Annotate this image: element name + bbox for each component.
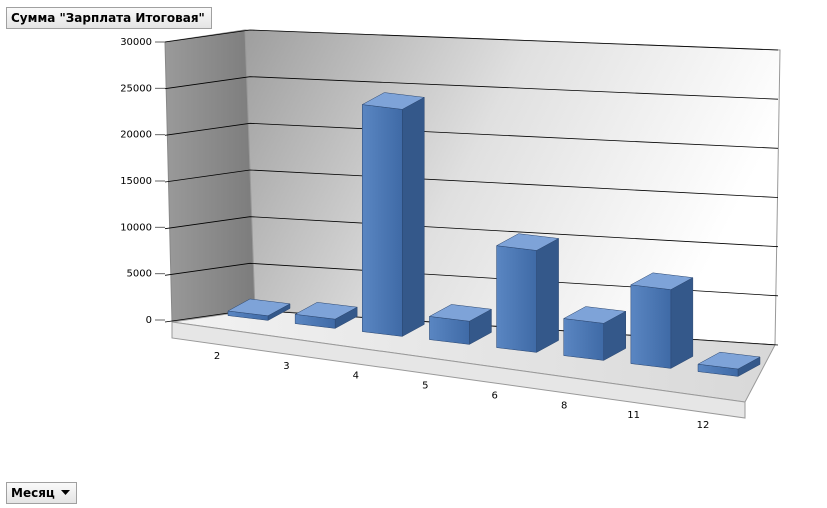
bar-front bbox=[563, 318, 604, 361]
grid-line bbox=[164, 76, 779, 100]
bar-top bbox=[495, 233, 560, 251]
x-tick-label: 5 bbox=[422, 381, 428, 392]
value-field-label: Сумма "Зарплата Итоговая" bbox=[11, 11, 205, 25]
y-tick-label: 20000 bbox=[120, 130, 152, 141]
bar-front bbox=[362, 104, 403, 337]
x-tick-label: 3 bbox=[283, 361, 289, 372]
bar-top bbox=[562, 306, 627, 324]
x-tick-label: 2 bbox=[214, 351, 220, 362]
dropdown-arrow bbox=[60, 490, 70, 495]
y-tick-label: 0 bbox=[146, 315, 152, 326]
grid-line bbox=[164, 122, 779, 149]
grid-line bbox=[164, 169, 779, 198]
bar-side bbox=[536, 238, 559, 353]
bar-top bbox=[428, 304, 493, 322]
bar-side bbox=[402, 96, 425, 337]
x-tick-label: 4 bbox=[353, 371, 359, 382]
y-tick-label: 5000 bbox=[127, 269, 152, 280]
bar-front bbox=[630, 284, 672, 369]
grid-line bbox=[164, 216, 779, 248]
value-field-button[interactable]: Сумма "Зарплата Итоговая" bbox=[6, 7, 212, 29]
y-tick-label: 15000 bbox=[120, 176, 152, 187]
bar-top bbox=[361, 92, 426, 110]
bar-top bbox=[697, 351, 761, 370]
bar-side bbox=[670, 277, 694, 369]
y-tick-label: 30000 bbox=[120, 37, 152, 48]
grid-line bbox=[164, 262, 779, 297]
axis-field-label: Месяц bbox=[11, 486, 55, 500]
y-tick-label: 25000 bbox=[120, 83, 152, 94]
bar-top bbox=[294, 302, 358, 320]
x-tick-label: 8 bbox=[561, 400, 567, 411]
x-tick-label: 12 bbox=[697, 420, 710, 431]
x-tick-label: 6 bbox=[492, 390, 498, 401]
grid-line bbox=[164, 29, 779, 51]
bar-top bbox=[227, 298, 291, 317]
axis-field-button[interactable]: Месяц bbox=[6, 482, 77, 504]
bar-front bbox=[496, 245, 537, 353]
bar-top bbox=[630, 272, 694, 290]
x-tick-label: 11 bbox=[627, 410, 640, 421]
y-tick-label: 10000 bbox=[120, 222, 152, 233]
floor-edge bbox=[171, 321, 746, 419]
